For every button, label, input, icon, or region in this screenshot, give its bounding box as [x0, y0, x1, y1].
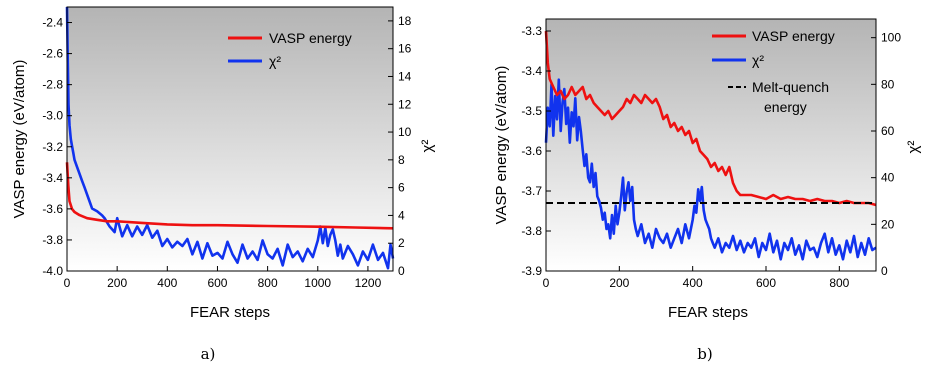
- x-tick-label-a: 200: [107, 276, 127, 290]
- y-axis-label-b: VASP energy (eV/atom): [493, 66, 510, 225]
- y2-axis-label-a: χ²: [419, 140, 436, 153]
- legend-a: VASP energy χ²: [228, 30, 352, 69]
- chart-panel-b: 0 200 400 600 800-3.9-3.8-3.7-3.6-3.5-3.4-3.…: [493, 18, 922, 363]
- y2-tick-label-a: 8: [398, 153, 405, 167]
- x-tick-label-b: 200: [609, 276, 629, 290]
- plot-frame-a: [66, 6, 394, 272]
- legend-label-vasp-b: VASP energy: [752, 28, 835, 44]
- series-line-vasp-energy-b: [544, 30, 877, 207]
- y-tick-label-b: -3.7: [521, 184, 542, 198]
- plot-area-b: [546, 19, 876, 271]
- y-tick-label-b: -3.6: [521, 144, 542, 158]
- y2-tick-label-b: 80: [881, 77, 895, 91]
- x-tick-label-b: 600: [756, 276, 776, 290]
- y2-tick-label-b: 40: [881, 171, 895, 185]
- x-tick-label-a: 0: [64, 276, 71, 290]
- y-tick-label-b: -3.3: [521, 24, 542, 38]
- y-tick-label-b: -3.9: [521, 264, 542, 278]
- panel-label-b: b): [697, 345, 712, 363]
- y-tick-label-a: -3.4: [42, 171, 63, 185]
- legend-label-chi-b: χ²: [752, 52, 764, 68]
- panel-label-a: a): [201, 345, 216, 363]
- legend-label-melt-line1-b: Melt-quench: [752, 79, 829, 95]
- y-tick-label-b: -3.5: [521, 104, 542, 118]
- y2-tick-label-a: 4: [398, 208, 405, 222]
- x-tick-label-a: 800: [258, 276, 278, 290]
- x-tick-label-a: 1000: [304, 276, 331, 290]
- y2-tick-label-b: 100: [881, 31, 901, 45]
- series-line-chi2-a: [65, 6, 395, 270]
- y2-tick-label-a: 16: [398, 42, 412, 56]
- x-tick-label-a: 400: [157, 276, 177, 290]
- y2-tick-label-a: 6: [398, 181, 405, 195]
- x-tick-label-b: 0: [543, 276, 550, 290]
- y-tick-label-a: -3.8: [42, 233, 63, 247]
- chart-panel-a: 0 200 400 600 800 1000 1200 -4.0 -3.8 -3.6 -3.4 -3.…: [11, 6, 436, 363]
- series-line-chi2-b: [544, 78, 877, 261]
- y-tick-label-b: -3.8: [521, 224, 542, 238]
- series-line-vasp-energy-a: [65, 162, 394, 230]
- y2-tick-label-a: 2: [398, 236, 405, 250]
- y2-tick-label-b: 20: [881, 217, 895, 231]
- ticks-group-b: 0 200 400 600 800-3.9-3.8-3.7-3.6-3.5-3.4-3.…: [521, 24, 901, 290]
- y-tick-label-a: -2.6: [42, 47, 63, 61]
- y-tick-label-a: -3.0: [42, 109, 63, 123]
- plot-frame-b: [545, 18, 877, 272]
- y2-tick-label-a: 18: [398, 14, 412, 28]
- legend-label-melt-line2-b: energy: [764, 99, 807, 115]
- y-axis-label-a: VASP energy (eV/atom): [11, 60, 28, 219]
- y-tick-label-a: -2.8: [42, 78, 63, 92]
- x-tick-label-b: 800: [829, 276, 849, 290]
- y-tick-label-a: -2.4: [42, 16, 63, 30]
- y2-tick-label-b: 60: [881, 124, 895, 138]
- y2-tick-label-b: 0: [881, 264, 888, 278]
- x-tick-label-a: 600: [207, 276, 227, 290]
- x-axis-label-b: FEAR steps: [668, 304, 748, 321]
- legend-label-vasp-a: VASP energy: [269, 30, 352, 46]
- y-tick-label-a: -3.2: [42, 140, 63, 154]
- y-tick-label-a: -3.6: [42, 202, 63, 216]
- ticks-group-a: 0 200 400 600 800 1000 1200 -4.0 -3.8 -3.6 -3.4 -3.…: [42, 14, 411, 290]
- series-group-a: [65, 6, 395, 270]
- y2-tick-label-a: 14: [398, 69, 412, 83]
- legend-label-chi-a: χ²: [269, 53, 281, 69]
- y2-tick-label-a: 10: [398, 125, 412, 139]
- y-tick-label-a: -4.0: [42, 264, 63, 278]
- x-axis-label-a: FEAR steps: [190, 304, 270, 321]
- series-group-b: [544, 30, 877, 261]
- legend-b: VASP energy χ² Melt-quench energy: [712, 28, 835, 115]
- y2-tick-label-a: 12: [398, 97, 412, 111]
- y2-axis-label-b: χ²: [905, 141, 922, 154]
- x-tick-label-b: 400: [683, 276, 703, 290]
- y2-tick-label-a: 0: [398, 264, 405, 278]
- x-tick-label-a: 1200: [355, 276, 382, 290]
- y-tick-label-b: -3.4: [521, 64, 542, 78]
